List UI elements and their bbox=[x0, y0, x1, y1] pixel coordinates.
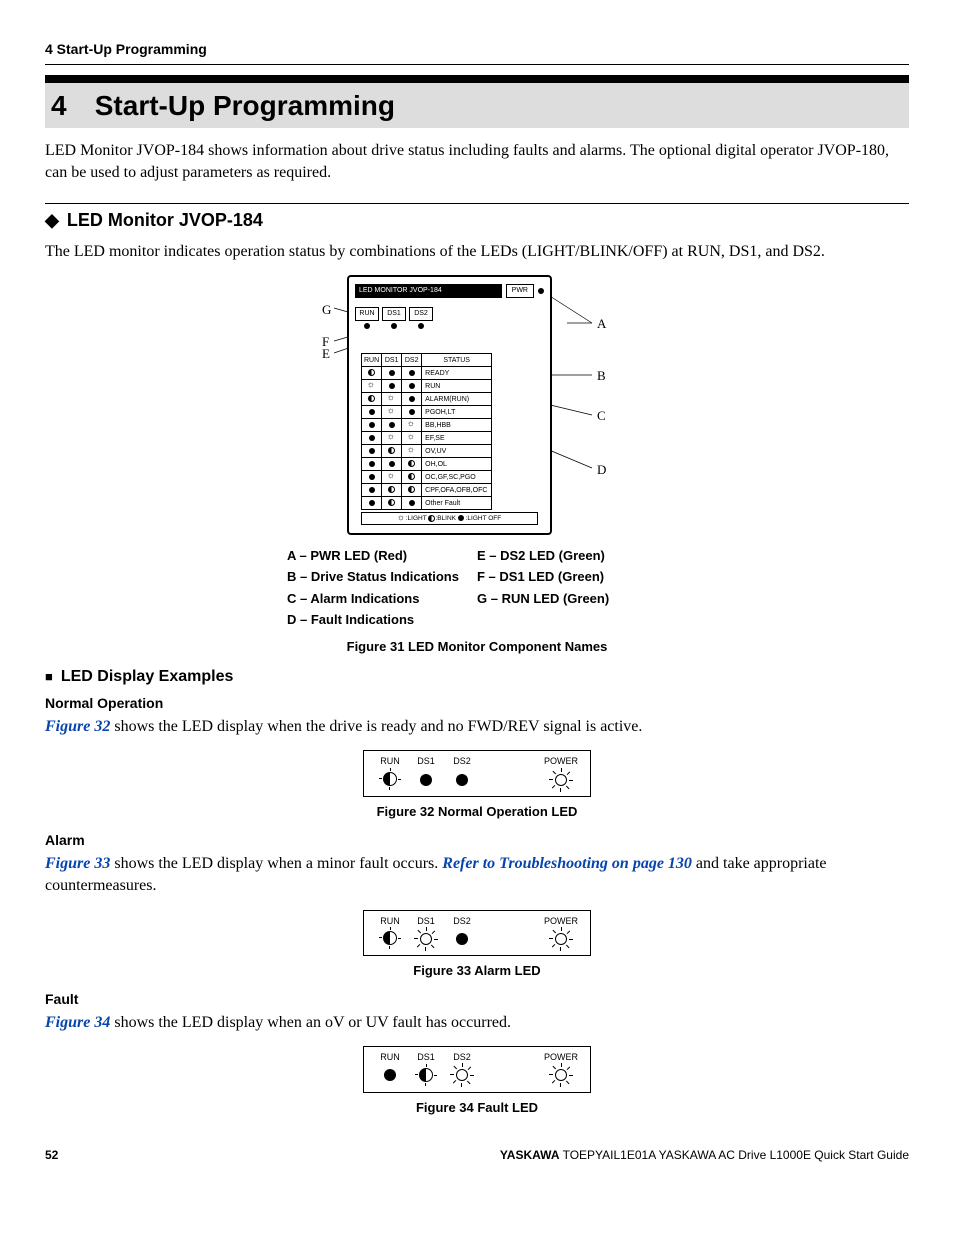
monitor-title: LED MONITOR JVOP-184 bbox=[355, 284, 502, 298]
footer-brand: YASKAWA bbox=[500, 1148, 560, 1162]
pwr-led-icon bbox=[538, 288, 544, 294]
footer-rest: TOEPYAIL1E01A YASKAWA AC Drive L1000E Qu… bbox=[559, 1148, 909, 1162]
callout-c: C bbox=[597, 407, 606, 425]
run-ds-row: RUNDS1DS2 bbox=[355, 307, 433, 329]
subsubsection-title: LED Display Examples bbox=[61, 668, 234, 685]
figure-32-link[interactable]: Figure 32 bbox=[45, 718, 110, 735]
page-footer: 52 YASKAWA TOEPYAIL1E01A YASKAWA AC Driv… bbox=[45, 1147, 909, 1164]
alarm-rest1: shows the LED display when a minor fault… bbox=[110, 855, 442, 872]
alarm-label: Alarm bbox=[45, 831, 909, 851]
figure-32-caption: Figure 32 Normal Operation LED bbox=[45, 803, 909, 821]
section-intro: LED Monitor JVOP-184 shows information a… bbox=[45, 140, 909, 185]
status-table: RUNDS1DS2STATUSREADYRUNALARM(RUN)PGOH,LT… bbox=[361, 353, 492, 510]
subsection1-text: The LED monitor indicates operation stat… bbox=[45, 241, 909, 263]
normal-operation-label: Normal Operation bbox=[45, 694, 909, 714]
section-title-bar: 4 Start-Up Programming bbox=[45, 75, 909, 128]
callout-b: B bbox=[597, 367, 606, 385]
fault-text: Figure 34 shows the LED display when an … bbox=[45, 1012, 909, 1034]
diamond-icon: ◆ bbox=[45, 210, 59, 230]
footer-text: YASKAWA TOEPYAIL1E01A YASKAWA AC Drive L… bbox=[500, 1147, 909, 1164]
figure-34-link[interactable]: Figure 34 bbox=[45, 1014, 110, 1031]
normal-rest: shows the LED display when the drive is … bbox=[110, 718, 642, 735]
figure-33-caption: Figure 33 Alarm LED bbox=[45, 962, 909, 980]
callout-d: D bbox=[597, 461, 606, 479]
subsection-title: LED Monitor JVOP-184 bbox=[67, 210, 263, 230]
fault-rest: shows the LED display when an oV or UV f… bbox=[110, 1014, 511, 1031]
led-display-examples: ■ LED Display Examples bbox=[45, 666, 909, 688]
figure-key-right: E – DS2 LED (Green)F – DS1 LED (Green)G … bbox=[477, 547, 667, 632]
subsection-led-monitor: ◆ LED Monitor JVOP-184 bbox=[45, 208, 909, 233]
alarm-text: Figure 33 shows the LED display when a m… bbox=[45, 853, 909, 898]
figure-31: G F E A B C D LED MONITOR JVOP-184 PWR bbox=[45, 275, 909, 656]
callout-g: G bbox=[322, 301, 331, 319]
pwr-label: PWR bbox=[506, 284, 534, 298]
page-number: 52 bbox=[45, 1147, 58, 1164]
callout-a: A bbox=[597, 315, 606, 333]
figure-key-left: A – PWR LED (Red)B – Drive Status Indica… bbox=[287, 547, 477, 632]
figure-33: RUNDS1DS2POWER Figure 33 Alarm LED bbox=[45, 910, 909, 981]
section-number: 4 bbox=[51, 86, 91, 125]
figure-32: RUNDS1DS2POWER Figure 32 Normal Operatio… bbox=[45, 750, 909, 821]
rule bbox=[45, 203, 909, 204]
square-icon: ■ bbox=[45, 669, 53, 684]
figure-34: RUNDS1DS2POWER Figure 34 Fault LED bbox=[45, 1046, 909, 1117]
running-header: 4 Start-Up Programming bbox=[45, 40, 909, 65]
section-title: Start-Up Programming bbox=[95, 90, 395, 121]
figure-33-link[interactable]: Figure 33 bbox=[45, 855, 110, 872]
figure-34-caption: Figure 34 Fault LED bbox=[45, 1099, 909, 1117]
callout-e: E bbox=[322, 345, 330, 363]
fault-label: Fault bbox=[45, 990, 909, 1010]
troubleshooting-link[interactable]: Refer to Troubleshooting on page 130 bbox=[442, 855, 692, 872]
normal-operation-text: Figure 32 shows the LED display when the… bbox=[45, 716, 909, 738]
monitor-diagram: LED MONITOR JVOP-184 PWR RUNDS1DS2 RUNDS… bbox=[347, 275, 552, 535]
figure-31-caption: Figure 31 LED Monitor Component Names bbox=[45, 638, 909, 656]
symbol-legend: :LIGHT :BLINK :LIGHT OFF bbox=[361, 512, 538, 525]
